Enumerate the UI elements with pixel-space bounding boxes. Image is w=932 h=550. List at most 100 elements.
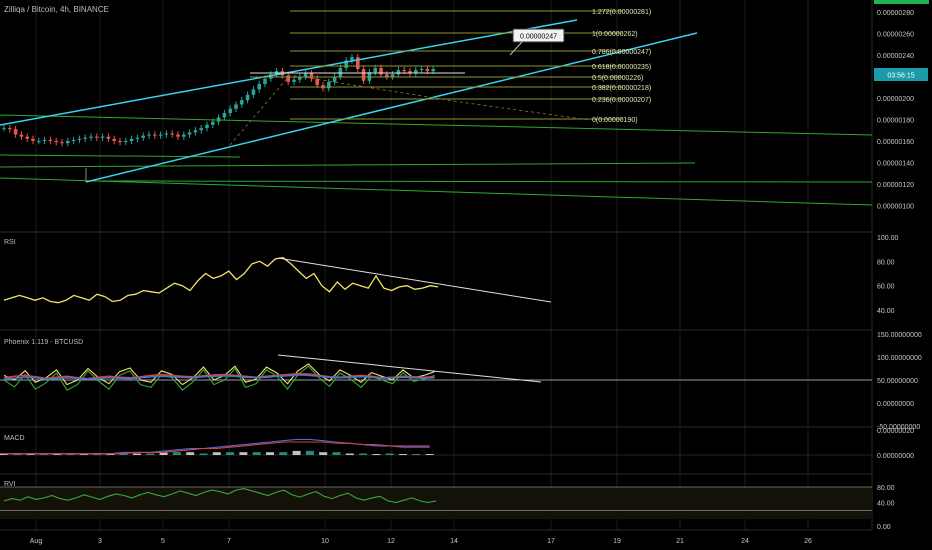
candle-body <box>286 75 290 82</box>
candle-body <box>13 129 18 135</box>
trendline-green <box>0 154 241 158</box>
price-tick-label: 0.00000160 <box>877 139 914 146</box>
macd-histogram-bar <box>226 452 235 455</box>
rsi-line <box>3 257 439 304</box>
time-tick-label: 21 <box>676 538 684 545</box>
rvi-tick-label: 80.00 <box>877 485 895 492</box>
fib-level-label: 1.272(0.00000281) <box>592 9 651 16</box>
macd-histogram-bar <box>292 450 301 455</box>
candle-body <box>71 139 76 141</box>
price-tick-label: 0.00000260 <box>877 32 914 39</box>
time-tick-label: 19 <box>613 538 621 545</box>
trendline-green <box>0 114 873 136</box>
phoenix-tick-label: 0.00000000 <box>877 401 914 408</box>
macd-tick-label: 0.00000020 <box>877 428 914 435</box>
price-tick-label: 0.00000120 <box>877 182 914 189</box>
fib-level-label: 0.5(0.00000226) <box>592 75 643 82</box>
macd-histogram-bar <box>412 454 421 455</box>
macd-histogram-bar <box>266 452 274 455</box>
rvi-panel-label: RVI <box>4 481 16 488</box>
rsi-tick-label: 80.00 <box>877 259 895 266</box>
candle-body <box>118 141 122 143</box>
symbol-title: Zilliqa / Bitcoin, 4h, BINANCE <box>4 5 109 14</box>
fib-level-label: 1(0.00000262) <box>592 31 638 38</box>
macd-tick-label: 0.00000000 <box>877 453 914 460</box>
candle-body <box>60 142 64 144</box>
price-tick-label: 0.00000240 <box>877 53 914 60</box>
time-tick-label: 17 <box>547 538 555 545</box>
macd-histogram-bar <box>372 454 381 455</box>
macd-histogram-bar <box>172 452 181 455</box>
macd-panel-label: MACD <box>4 435 25 442</box>
candle-body <box>303 73 308 77</box>
macd-histogram-bar <box>399 454 407 455</box>
trendline-green <box>85 180 873 183</box>
macd-histogram-bar <box>359 453 368 455</box>
candle-body <box>327 81 331 89</box>
candle-body <box>240 100 244 105</box>
candle-body <box>48 139 53 141</box>
candle-body <box>385 74 389 77</box>
candle-body <box>106 136 111 139</box>
candle-body <box>205 124 209 129</box>
candle-body <box>187 132 192 135</box>
candle-body <box>292 79 296 82</box>
candle-body <box>193 130 198 133</box>
rsi-tick-label: 100.00 <box>877 235 899 242</box>
candle-body <box>129 138 134 141</box>
candle-body <box>222 113 227 118</box>
candle-body <box>158 134 163 136</box>
price-callout-box <box>512 28 565 43</box>
candle-body <box>176 134 180 137</box>
price-tick-label: 0.00000280 <box>877 10 914 17</box>
candle-body <box>373 67 377 73</box>
macd-histogram-bar <box>345 453 354 455</box>
candle-body <box>147 134 151 136</box>
candle-body <box>263 78 267 85</box>
time-tick-label: 10 <box>321 538 329 545</box>
candle-body <box>379 67 383 75</box>
candle-body <box>257 84 261 90</box>
candle-body <box>141 135 145 138</box>
candle-body <box>315 78 319 86</box>
candle-body <box>19 134 24 137</box>
rvi-line <box>3 488 437 504</box>
candle-body <box>37 141 41 142</box>
countdown-box <box>874 68 928 81</box>
price-tick-label: 0.00000200 <box>877 96 914 103</box>
candle-body <box>199 128 203 131</box>
rsi-trendline <box>277 257 552 303</box>
time-tick-label: Aug <box>30 538 43 545</box>
candle-body <box>135 137 140 139</box>
time-tick-label: 3 <box>98 538 102 545</box>
time-tick-label: 5 <box>161 538 165 545</box>
macd-histogram-bar <box>385 453 394 455</box>
candle-body <box>83 137 87 139</box>
candle-body <box>211 121 215 125</box>
candle-body <box>170 133 174 135</box>
macd-histogram-bar <box>279 452 288 455</box>
candle-body <box>216 117 221 122</box>
phoenix-tick-label: 100.00000000 <box>877 355 922 362</box>
fib-level-label: 0.236(0.00000207) <box>592 97 651 104</box>
macd-histogram-bar <box>133 453 141 455</box>
candle-body <box>338 67 343 77</box>
candle-body <box>89 136 93 138</box>
candle-body <box>182 134 186 137</box>
candle-body <box>309 73 314 79</box>
candle-body <box>124 141 128 143</box>
fib-level-label: 0.382(0.00000218) <box>592 85 651 92</box>
candle-body <box>25 136 29 139</box>
candle-body <box>408 71 412 74</box>
rvi-tick-label: 40.00 <box>877 501 895 508</box>
candle-body <box>31 138 35 141</box>
time-tick-label: 7 <box>227 538 231 545</box>
candle-body <box>431 68 435 72</box>
candle-body <box>390 74 395 77</box>
candle-body <box>42 139 47 141</box>
macd-histogram-bar <box>425 454 434 455</box>
candle-body <box>425 68 430 72</box>
